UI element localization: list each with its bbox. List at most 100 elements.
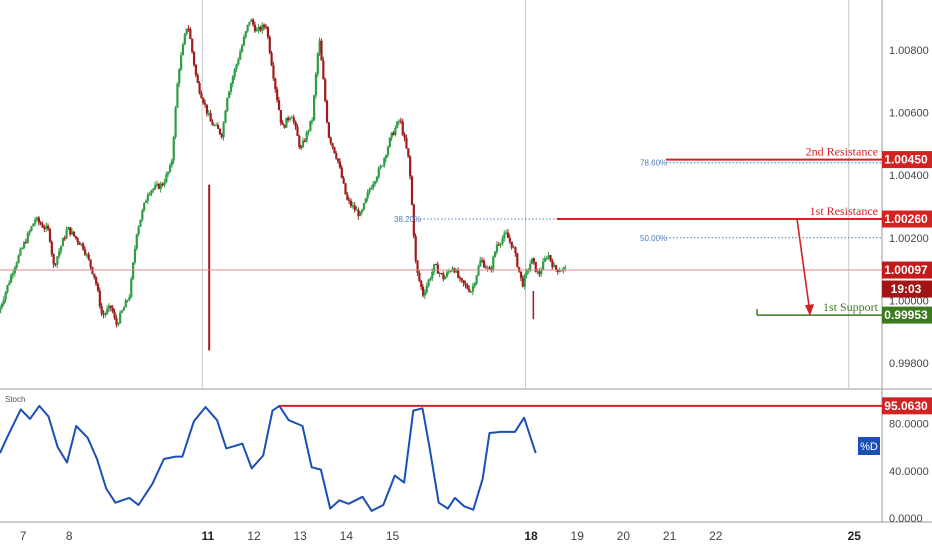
candle-body <box>34 219 37 224</box>
candle-body <box>444 276 447 280</box>
candle-body <box>58 251 61 257</box>
candle-body <box>176 83 179 108</box>
candle-body <box>501 238 504 244</box>
candle-body <box>429 278 432 280</box>
candle-body <box>96 283 100 291</box>
candle-body <box>252 19 255 25</box>
level-name: 1st Support <box>823 300 879 314</box>
candle-body <box>337 158 340 162</box>
candle-body <box>274 78 277 90</box>
candle-body <box>48 229 52 242</box>
candle-body <box>156 183 159 186</box>
candle-body <box>76 238 79 243</box>
candle-body <box>69 227 72 235</box>
candle-body <box>248 21 251 25</box>
candle-body <box>481 260 484 262</box>
candle-body <box>198 82 201 93</box>
candle-body <box>107 305 111 309</box>
level-price-label-box <box>882 151 932 169</box>
candle-body <box>11 273 15 275</box>
candle-body <box>128 297 131 301</box>
candle-body <box>45 225 48 229</box>
candle-body <box>2 299 5 304</box>
candle-body <box>204 103 207 105</box>
projection-arrow <box>796 218 811 314</box>
candle-body <box>148 193 151 196</box>
candle-body <box>401 121 404 135</box>
axes: 1.00800 1.00600 1.00400 1.00200 1.00000 0.998… <box>20 45 932 543</box>
candle-body <box>442 273 445 280</box>
candle-body <box>43 227 46 229</box>
candle-body <box>28 230 31 234</box>
candle-body <box>191 38 194 52</box>
candle-body <box>462 280 465 284</box>
candle-body <box>340 167 343 178</box>
time-tick-label: 22 <box>709 529 723 543</box>
candle-body <box>185 28 188 35</box>
candle-body <box>87 254 90 260</box>
candle-body <box>342 177 345 184</box>
candle-body <box>503 233 506 239</box>
candle-body <box>366 192 369 199</box>
candle-body <box>335 153 338 159</box>
candle-body <box>113 311 116 319</box>
candle-body <box>255 29 258 32</box>
candle-body <box>542 261 545 271</box>
level-price-label: 1.00260 <box>884 212 928 226</box>
candle-body <box>333 146 336 154</box>
candle-body <box>325 100 329 123</box>
candle-body <box>431 271 434 279</box>
candle-body <box>276 89 279 101</box>
time-tick-label: 21 <box>663 529 677 543</box>
stoch-title: Stoch <box>5 395 25 404</box>
candle-body <box>281 122 284 125</box>
last-price-label-box <box>882 261 932 279</box>
candle-body <box>47 225 50 230</box>
candle-body <box>242 37 246 46</box>
candle-body <box>554 265 558 270</box>
candle-body <box>78 242 81 245</box>
candle-body <box>23 242 26 248</box>
candle-body <box>405 137 408 149</box>
candle-body <box>24 242 28 244</box>
candle-body <box>464 283 467 285</box>
time-tick-label: 7 <box>20 529 27 543</box>
candle-body <box>161 183 164 186</box>
candle-body <box>553 265 556 268</box>
candle-body <box>446 272 449 277</box>
candle-body <box>468 288 471 292</box>
candle-body <box>519 271 523 278</box>
candle-body <box>329 137 332 144</box>
candle-body <box>416 260 419 273</box>
candle-body <box>475 275 478 284</box>
candle-body <box>39 222 42 225</box>
candle-body <box>109 305 113 308</box>
candle-body <box>471 286 475 292</box>
candle-body <box>41 224 44 228</box>
candle-body <box>6 284 9 293</box>
candle-body <box>135 234 138 249</box>
candle-body <box>178 69 181 84</box>
candle-body <box>436 264 439 274</box>
candle-body <box>85 254 89 256</box>
candle-body <box>216 124 220 129</box>
candle-body <box>379 165 382 169</box>
candle-body <box>71 231 74 235</box>
candle-body <box>211 121 214 126</box>
candle-body <box>301 140 305 148</box>
candle-body <box>259 26 262 31</box>
candle-body <box>523 275 526 287</box>
price-plot: 78.60% 38.20% 50.00% 2nd Resistance 1st Resi… <box>0 18 882 351</box>
candle-body <box>525 270 528 276</box>
candle-body <box>309 120 312 131</box>
candle-body <box>117 323 120 325</box>
candle-body <box>484 267 487 269</box>
candle-body <box>130 278 133 298</box>
level-price-label: 1.00450 <box>884 153 928 167</box>
candle-body <box>479 260 482 267</box>
candle-body <box>30 226 33 231</box>
candle-body <box>373 181 377 185</box>
candle-body <box>364 198 367 204</box>
candle-body <box>287 117 290 121</box>
